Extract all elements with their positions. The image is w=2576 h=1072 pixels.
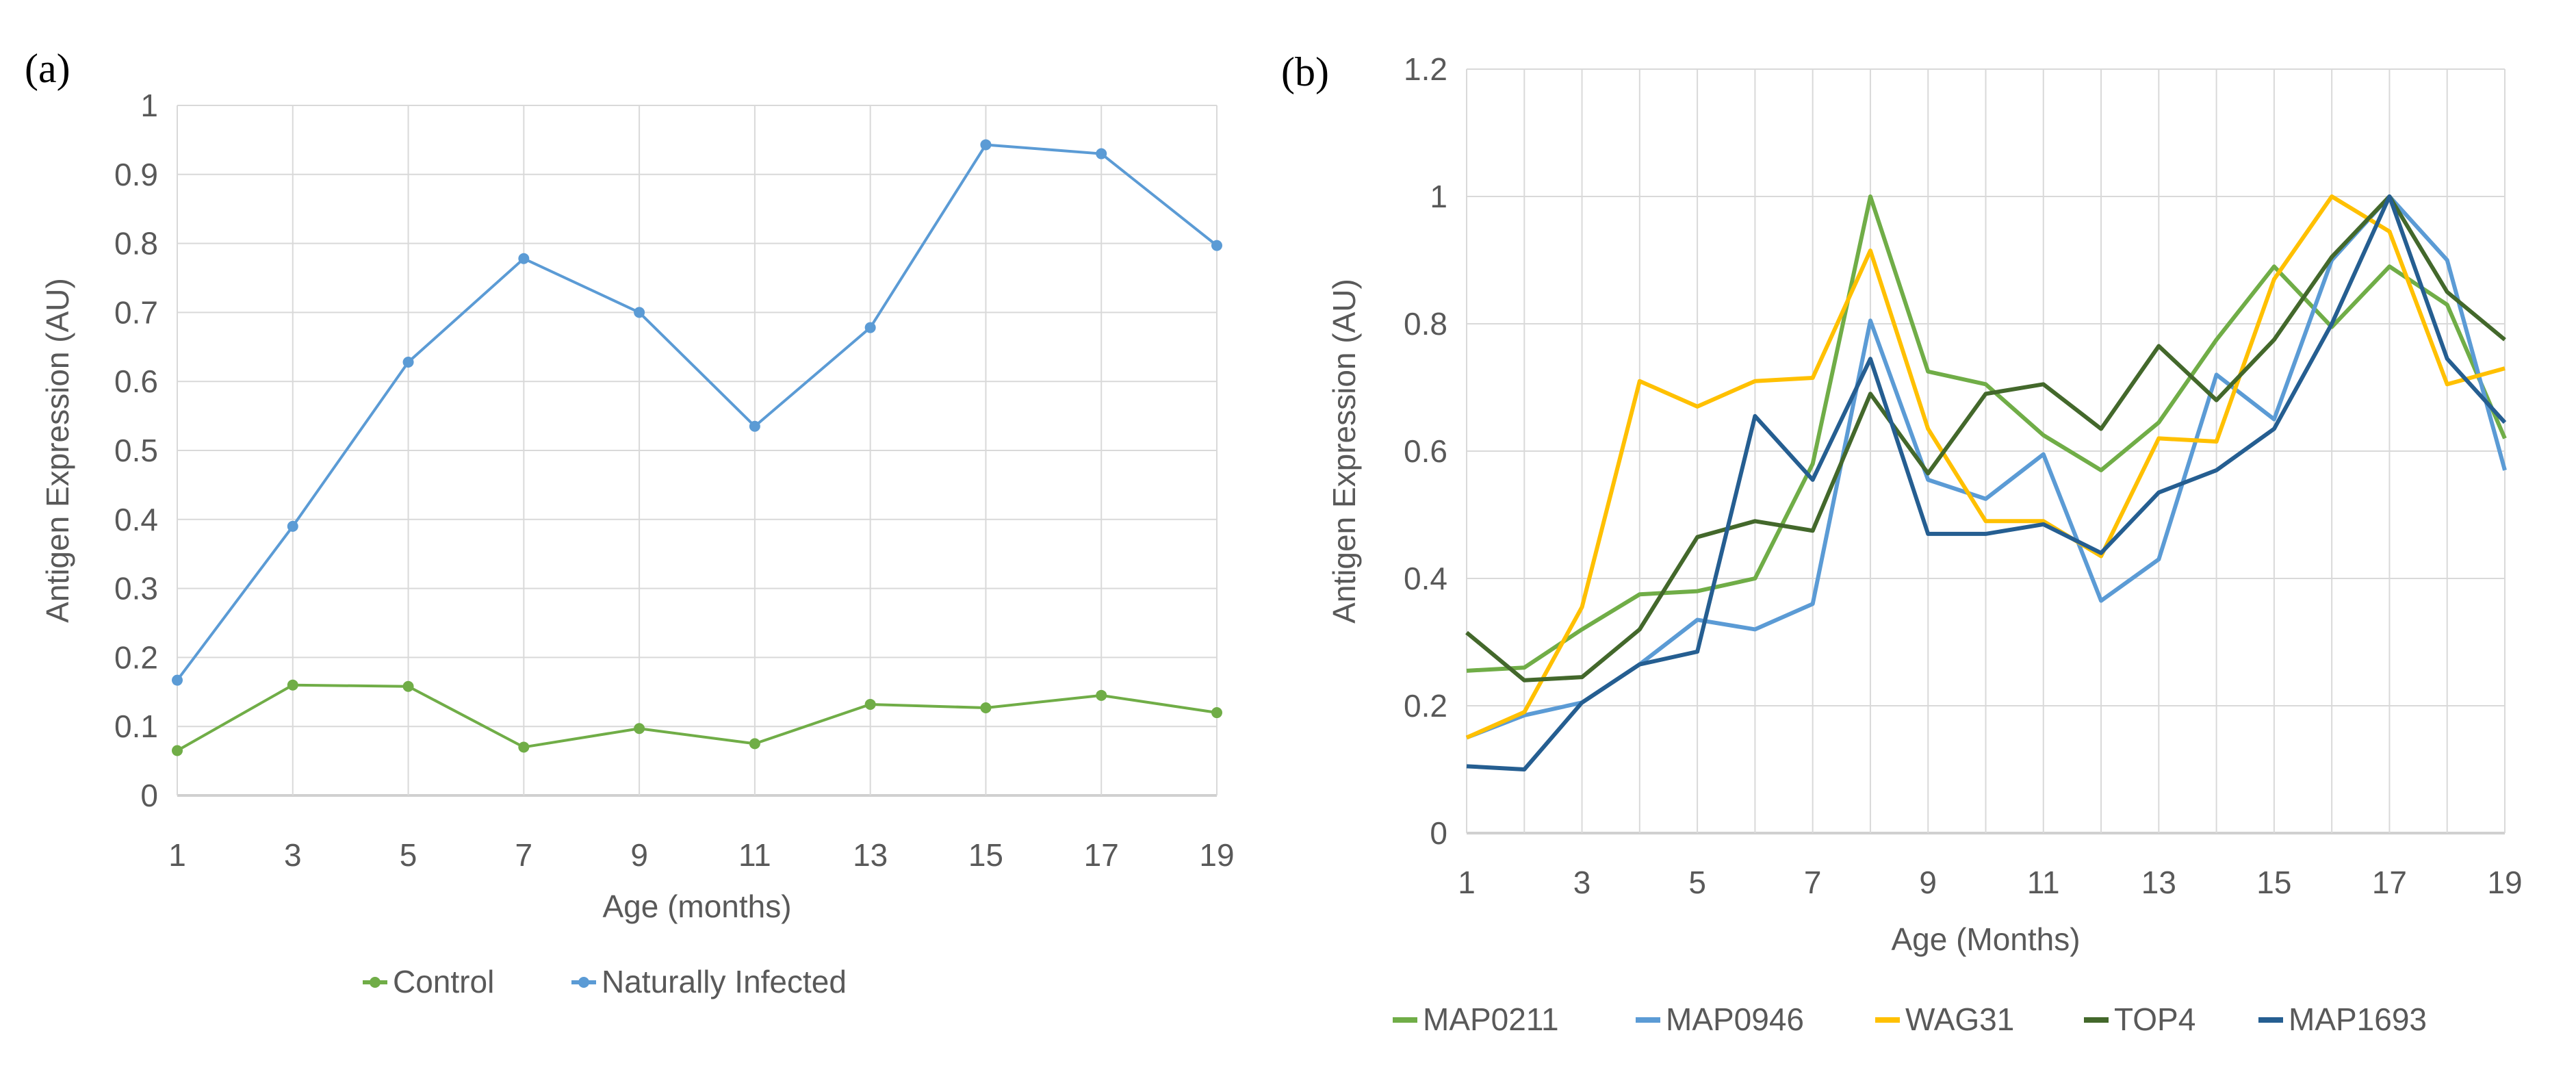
panel-label: (a): [25, 46, 70, 91]
data-point: [518, 253, 530, 264]
y-tick-label: 0.2: [114, 639, 158, 675]
y-tick-label: 1.2: [1404, 51, 1447, 87]
y-tick-label: 0.3: [114, 571, 158, 607]
x-tick-label: 15: [968, 837, 1003, 873]
x-tick-label: 1: [1458, 865, 1476, 900]
data-point: [980, 702, 992, 713]
y-tick-label: 0: [1430, 815, 1447, 851]
x-tick-label: 5: [400, 837, 417, 873]
x-tick-label: 3: [1573, 865, 1591, 900]
y-tick-label: 0.4: [1404, 561, 1447, 596]
series-line: [176, 143, 1218, 681]
panel-label: (b): [1281, 49, 1329, 94]
data-point: [402, 356, 414, 368]
data-point: [980, 139, 992, 151]
series-wag31: [1465, 194, 2506, 740]
x-tick-label: 19: [2487, 865, 2522, 900]
y-tick-label: 0.8: [114, 226, 158, 261]
x-tick-label: 9: [1919, 865, 1937, 900]
data-point: [864, 698, 876, 710]
legend-item: MAP0211: [1393, 1001, 1559, 1037]
data-point: [1096, 148, 1107, 159]
x-tick-label: 1: [168, 837, 186, 873]
x-tick-label: 11: [2027, 865, 2060, 900]
x-tick-label: 11: [738, 837, 771, 873]
y-tick-label: 0.6: [1404, 433, 1447, 469]
legend-label: MAP0946: [1666, 1001, 1804, 1037]
x-tick-label: 13: [2141, 865, 2176, 900]
series-control: [172, 679, 1222, 756]
legend-label: TOP4: [2114, 1001, 2195, 1037]
series-line: [177, 683, 1218, 752]
legend-label: Control: [393, 964, 494, 999]
series-line: [1466, 194, 2507, 771]
x-tick-label: 13: [853, 837, 888, 873]
series-map1693: [1466, 194, 2507, 771]
y-tick-label: 0.7: [114, 294, 158, 330]
legend-item: WAG31: [1875, 1001, 2014, 1037]
x-tick-label: 3: [284, 837, 302, 873]
chart-panel-a: 00.10.20.30.40.50.60.70.80.911 3 5 7 9 11 13 15…: [25, 46, 1235, 999]
data-point: [287, 520, 298, 532]
legend-marker: [578, 977, 589, 988]
y-tick-label: 0: [140, 778, 158, 813]
legend-item: MAP0946: [1636, 1001, 1804, 1037]
data-point: [634, 723, 645, 735]
y-tick-label: 0.1: [114, 709, 158, 744]
legend-label: WAG31: [1905, 1001, 2014, 1037]
x-tick-label: 19: [1199, 837, 1234, 873]
series-line: [1465, 194, 2506, 740]
y-tick-label: 0.4: [114, 502, 158, 537]
y-tick-label: 0.6: [114, 363, 158, 399]
legend-label: MAP0211: [1423, 1001, 1559, 1037]
data-point: [172, 674, 183, 686]
y-axis-title: Antigen Expression (AU): [1326, 279, 1362, 624]
series-top4: [1465, 194, 2506, 682]
data-point: [749, 420, 760, 432]
x-tick-label: 17: [2372, 865, 2407, 900]
data-point: [287, 679, 298, 691]
data-point: [634, 307, 645, 318]
legend-label: Naturally Infected: [602, 964, 847, 999]
y-tick-label: 0.5: [114, 433, 158, 468]
y-tick-label: 1: [140, 88, 158, 123]
x-tick-label: 5: [1688, 865, 1706, 900]
x-tick-label: 15: [2256, 865, 2291, 900]
data-point: [1096, 689, 1107, 701]
x-axis-title: Age (months): [602, 889, 791, 924]
y-tick-label: 0.9: [114, 157, 158, 192]
y-tick-label: 0.8: [1404, 306, 1447, 342]
legend-item: Control: [363, 964, 494, 999]
y-tick-label: 0.2: [1404, 688, 1447, 724]
data-point: [749, 738, 760, 750]
y-axis-title: Antigen Expression (AU): [40, 278, 75, 623]
data-point: [1211, 707, 1222, 719]
legend-marker: [370, 977, 381, 988]
x-tick-label: 9: [630, 837, 648, 873]
legend-item: Naturally Infected: [571, 964, 847, 999]
data-point: [518, 741, 530, 753]
x-tick-label: 17: [1084, 837, 1119, 873]
data-point: [172, 745, 183, 756]
legend-label: MAP1693: [2289, 1001, 2427, 1037]
series-naturally-infected: [172, 139, 1222, 686]
legend-item: MAP1693: [2258, 1001, 2427, 1037]
x-tick-label: 7: [515, 837, 533, 873]
data-point: [402, 680, 414, 692]
series-line: [1465, 194, 2506, 682]
data-point: [1211, 240, 1222, 251]
x-axis-title: Age (Months): [1891, 921, 2080, 957]
data-point: [864, 322, 876, 333]
legend-item: TOP4: [2084, 1001, 2195, 1037]
x-tick-label: 7: [1804, 865, 1822, 900]
y-tick-label: 1: [1430, 179, 1447, 214]
